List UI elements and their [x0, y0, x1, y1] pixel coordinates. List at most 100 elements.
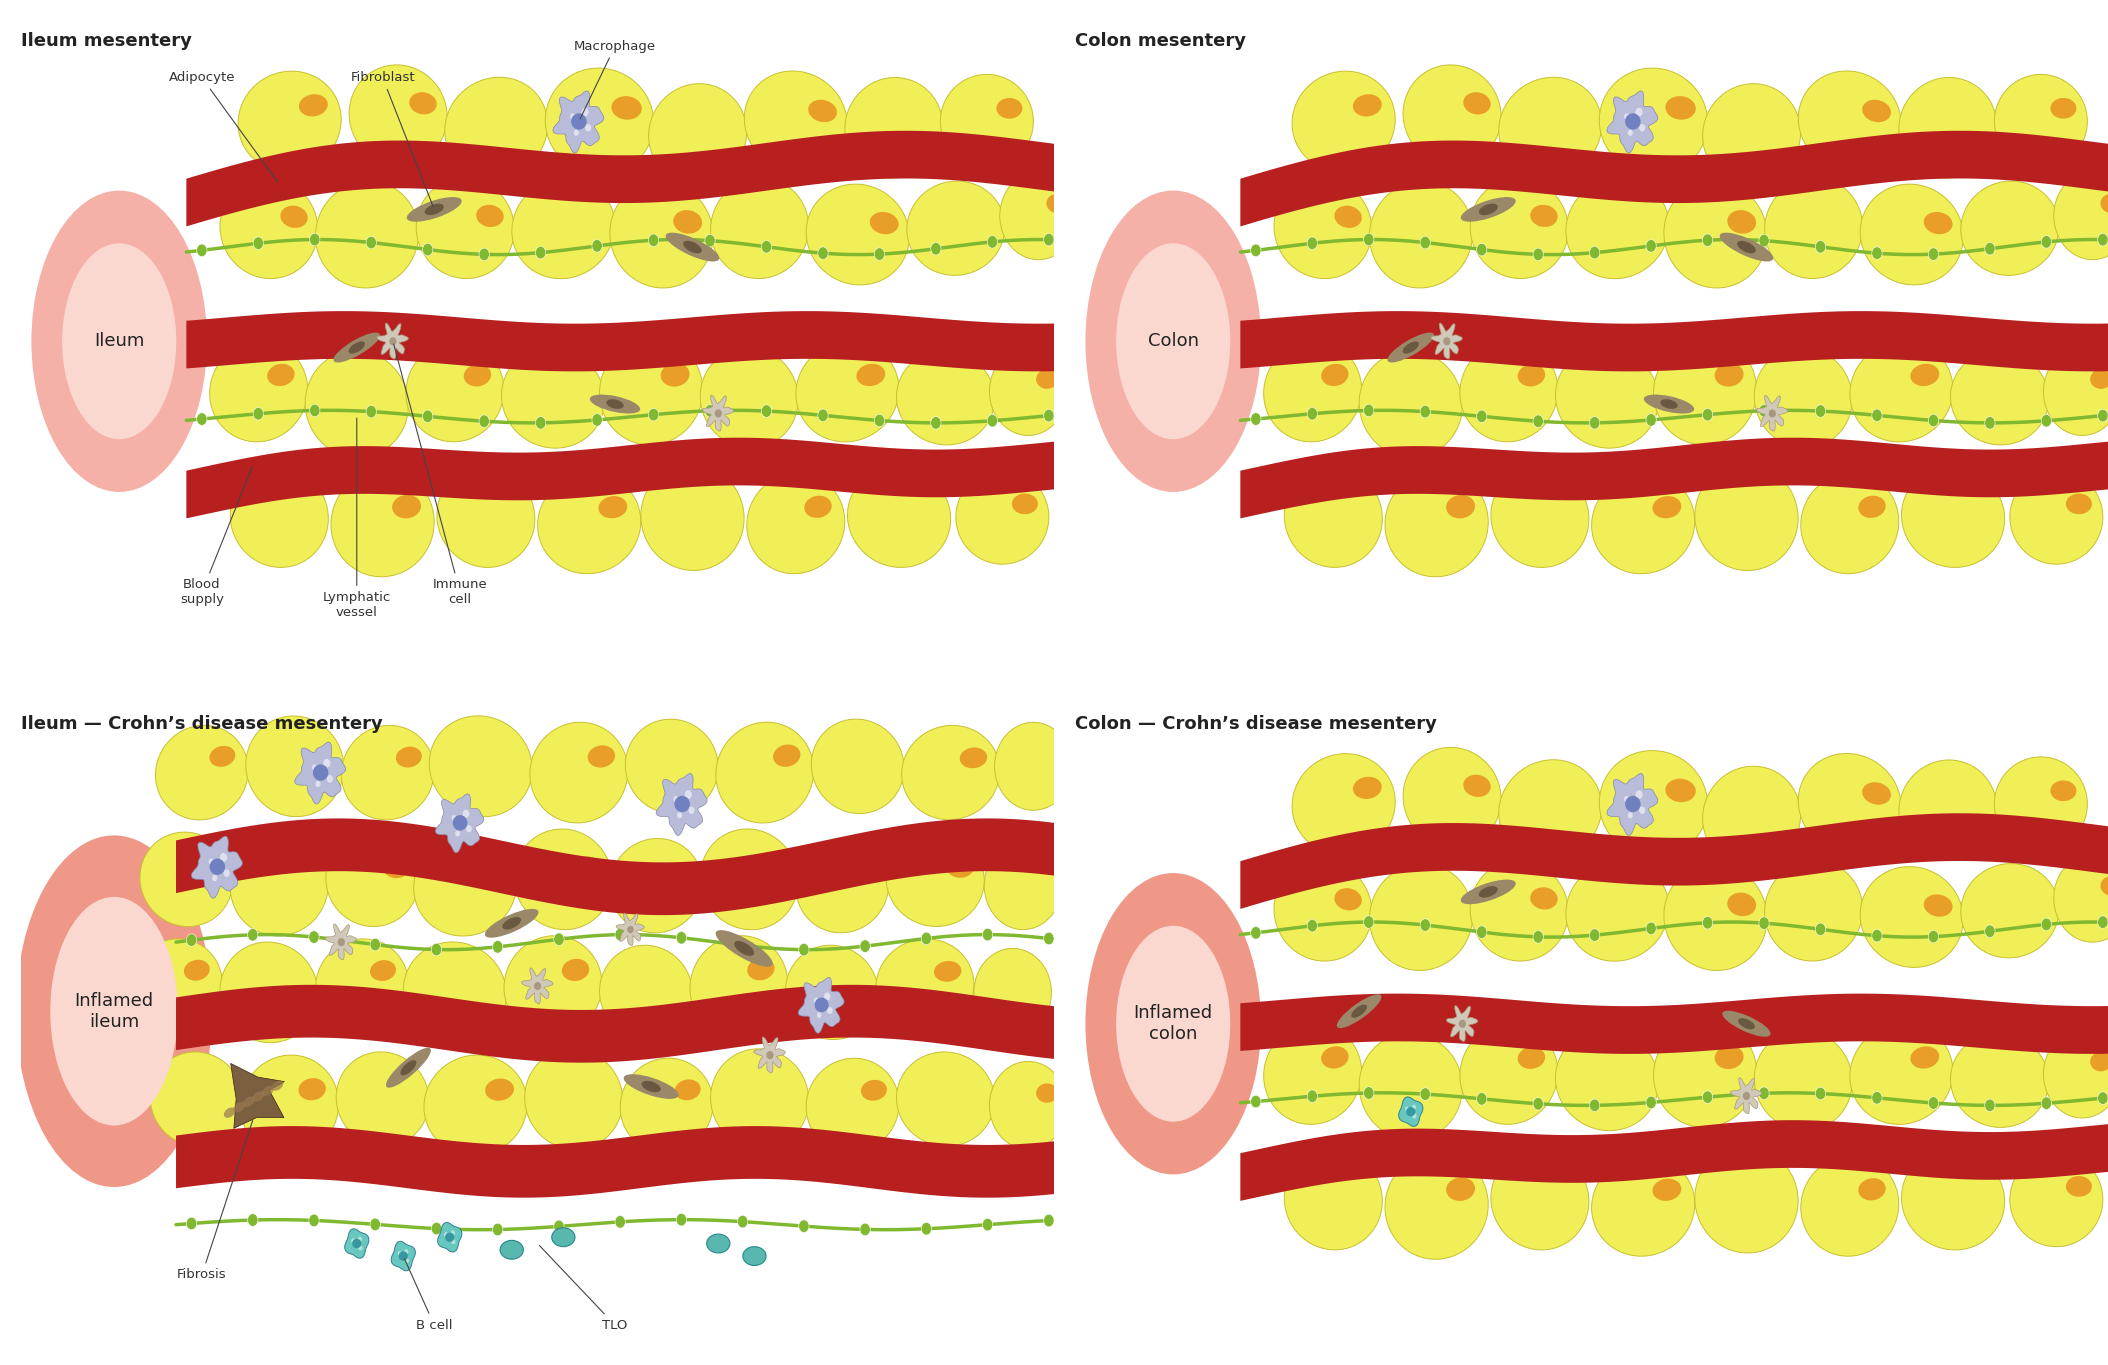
Circle shape — [1250, 1095, 1261, 1108]
Polygon shape — [392, 1241, 415, 1271]
Ellipse shape — [1994, 756, 2087, 852]
Circle shape — [1364, 1087, 1374, 1099]
Ellipse shape — [626, 719, 719, 814]
Ellipse shape — [1743, 1092, 1750, 1100]
Ellipse shape — [1739, 1018, 1754, 1029]
Ellipse shape — [2091, 370, 2108, 389]
Ellipse shape — [306, 351, 409, 457]
Ellipse shape — [1950, 1033, 2049, 1127]
Ellipse shape — [1469, 860, 1568, 961]
Ellipse shape — [871, 212, 898, 235]
Circle shape — [1421, 405, 1431, 418]
Circle shape — [799, 943, 809, 955]
Circle shape — [1589, 246, 1600, 259]
Ellipse shape — [436, 467, 535, 568]
Ellipse shape — [1764, 177, 1863, 278]
Circle shape — [573, 130, 580, 137]
Ellipse shape — [327, 833, 419, 927]
Circle shape — [1815, 923, 1826, 935]
Ellipse shape — [316, 182, 419, 288]
Ellipse shape — [230, 467, 329, 568]
Circle shape — [2041, 415, 2051, 427]
Circle shape — [316, 781, 320, 788]
Ellipse shape — [1653, 339, 1756, 445]
Circle shape — [1872, 247, 1882, 259]
Circle shape — [213, 875, 217, 882]
Circle shape — [247, 1213, 257, 1226]
Ellipse shape — [563, 958, 590, 981]
Ellipse shape — [1592, 1156, 1695, 1256]
Ellipse shape — [2100, 194, 2108, 213]
Ellipse shape — [997, 98, 1022, 119]
Circle shape — [1929, 248, 1939, 261]
Ellipse shape — [717, 722, 814, 823]
Ellipse shape — [223, 1107, 236, 1118]
Ellipse shape — [1284, 467, 1383, 568]
Polygon shape — [521, 968, 552, 1003]
Text: Lymphatic
vessel: Lymphatic vessel — [323, 418, 390, 618]
Ellipse shape — [588, 745, 616, 767]
Circle shape — [323, 759, 331, 767]
Circle shape — [685, 790, 691, 799]
Ellipse shape — [710, 177, 809, 278]
Ellipse shape — [2043, 1031, 2108, 1118]
Text: Colon mesentery: Colon mesentery — [1075, 33, 1246, 51]
Ellipse shape — [1490, 467, 1589, 568]
Ellipse shape — [1798, 753, 1901, 854]
Circle shape — [196, 412, 207, 426]
Ellipse shape — [989, 1062, 1067, 1149]
Ellipse shape — [946, 857, 974, 878]
Circle shape — [1636, 790, 1642, 799]
Circle shape — [1929, 414, 1939, 427]
Circle shape — [1758, 1087, 1769, 1100]
Ellipse shape — [219, 177, 318, 278]
Circle shape — [367, 236, 377, 248]
Ellipse shape — [700, 829, 799, 930]
Circle shape — [405, 1249, 409, 1254]
Ellipse shape — [700, 348, 799, 448]
Ellipse shape — [1764, 860, 1863, 961]
Circle shape — [1533, 1097, 1543, 1110]
Polygon shape — [1606, 91, 1657, 153]
Polygon shape — [377, 324, 409, 359]
Circle shape — [493, 940, 504, 953]
Circle shape — [814, 998, 818, 1003]
Ellipse shape — [2100, 876, 2108, 895]
Ellipse shape — [430, 715, 531, 816]
Ellipse shape — [2053, 854, 2108, 942]
Circle shape — [592, 240, 603, 253]
Text: Macrophage: Macrophage — [573, 40, 656, 119]
Circle shape — [921, 1223, 932, 1235]
Ellipse shape — [348, 341, 365, 354]
Ellipse shape — [675, 1080, 700, 1100]
Ellipse shape — [1490, 1149, 1589, 1250]
Circle shape — [422, 243, 432, 255]
Circle shape — [1703, 916, 1712, 930]
Ellipse shape — [1910, 1047, 1939, 1069]
Circle shape — [704, 235, 715, 247]
Ellipse shape — [247, 717, 344, 816]
Ellipse shape — [1910, 364, 1939, 386]
Circle shape — [432, 1222, 443, 1235]
Ellipse shape — [1404, 748, 1501, 848]
Circle shape — [932, 243, 940, 255]
Circle shape — [1589, 928, 1600, 942]
Ellipse shape — [390, 337, 396, 345]
Circle shape — [398, 1252, 403, 1256]
Ellipse shape — [209, 859, 226, 875]
Ellipse shape — [1899, 78, 1996, 177]
Circle shape — [186, 934, 196, 946]
Ellipse shape — [628, 925, 635, 934]
Ellipse shape — [1663, 864, 1767, 971]
Ellipse shape — [413, 835, 516, 936]
Polygon shape — [325, 924, 356, 960]
Circle shape — [1250, 244, 1261, 257]
Circle shape — [1412, 1104, 1417, 1110]
Ellipse shape — [1115, 243, 1231, 440]
Ellipse shape — [675, 796, 689, 812]
Ellipse shape — [624, 1074, 679, 1099]
Circle shape — [921, 932, 932, 945]
Circle shape — [196, 244, 207, 257]
Ellipse shape — [847, 467, 951, 568]
Ellipse shape — [485, 909, 538, 938]
